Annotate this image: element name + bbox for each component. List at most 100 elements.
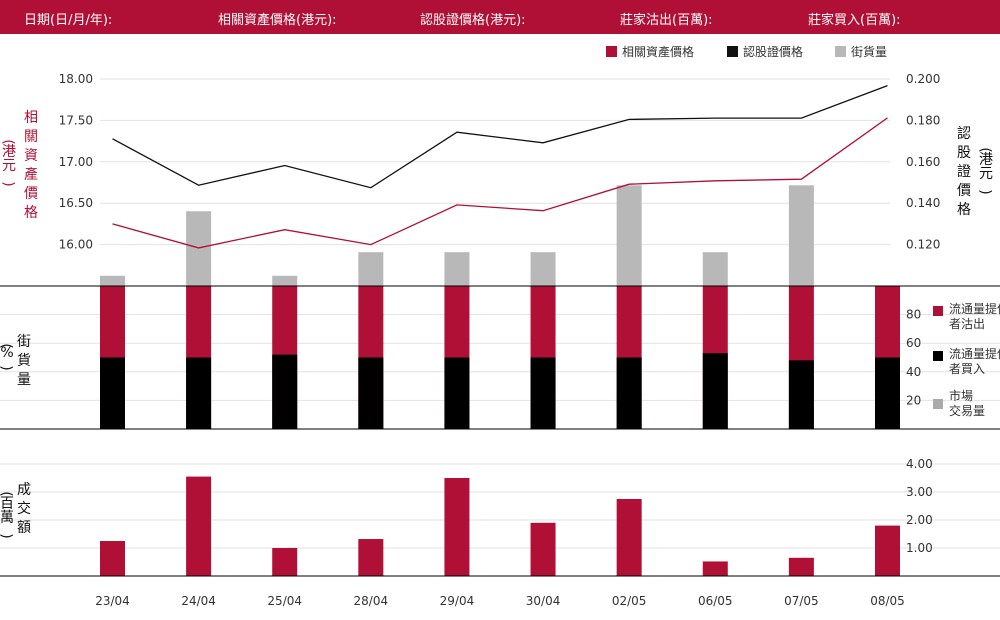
svg-text:流通量提供: 流通量提供 — [949, 301, 1000, 316]
svg-text:額: 額 — [17, 520, 31, 536]
legend-swatch-warrant — [727, 46, 738, 57]
svg-text:): ) — [0, 181, 16, 186]
mm-buy-label: 莊家買入(百萬): — [808, 13, 901, 28]
y-axis-unit-turnover: (百萬) — [0, 491, 14, 538]
outstanding-bar — [444, 252, 470, 286]
svg-text:流通量提供: 流通量提供 — [949, 346, 1000, 361]
y-tick-turnover: 4.00 — [906, 457, 933, 471]
y-axis-title-right-price: 認股證價格 — [957, 126, 971, 218]
mm-buy-bar — [358, 357, 384, 429]
outstanding-bar — [100, 275, 125, 286]
turnover-bar — [272, 548, 298, 576]
outstanding-bar — [272, 275, 298, 286]
outstanding-bar — [530, 252, 556, 286]
svg-text:格: 格 — [24, 205, 38, 221]
x-tick-label: 07/05 — [784, 594, 819, 608]
turnover-bar — [788, 557, 814, 576]
mm-buy-bar — [100, 357, 125, 429]
svg-text:元: 元 — [2, 158, 16, 174]
x-tick-label: 24/04 — [181, 594, 216, 608]
svg-text:市場: 市場 — [949, 388, 973, 403]
svg-text:資: 資 — [24, 148, 38, 164]
svg-text:港: 港 — [979, 152, 993, 168]
y-tick-right-price: 0.120 — [906, 238, 940, 252]
legend-mm-sell: 流通量提供者沽出 — [933, 301, 1000, 331]
svg-text:格: 格 — [957, 202, 971, 218]
svg-text:萬: 萬 — [0, 510, 14, 526]
mm-sell-label: 莊家沽出(百萬): — [620, 13, 713, 28]
percent-legend: 流通量提供者沽出流通量提供者買入市場交易量 — [933, 301, 1000, 418]
svg-text:(: ( — [0, 343, 14, 348]
svg-text:元: 元 — [979, 166, 993, 182]
y-tick-right-price: 0.180 — [906, 113, 940, 127]
x-tick-label: 25/04 — [267, 594, 302, 608]
mm-buy-bar — [874, 357, 900, 429]
turnover-bar — [702, 561, 728, 576]
outstanding-bar — [186, 211, 212, 286]
mm-buy-bar — [616, 357, 642, 429]
x-tick-label: 28/04 — [354, 594, 389, 608]
svg-text:者沽出: 者沽出 — [949, 317, 985, 331]
turnover-bar — [444, 478, 470, 576]
svg-text:): ) — [977, 189, 993, 194]
y-tick-percent: 20 — [906, 393, 921, 407]
x-tick-label: 29/04 — [440, 594, 475, 608]
svg-text:貨: 貨 — [17, 352, 31, 369]
svg-text:): ) — [0, 533, 14, 538]
svg-text:者買入: 者買入 — [949, 362, 985, 376]
svg-text:價: 價 — [957, 182, 971, 199]
legend-swatch-underlying — [606, 46, 617, 57]
info-header-bar: 日期(日/月/年): 相關資產價格(港元): 認股證價格(港元): 莊家沽出(百… — [0, 0, 1000, 34]
svg-text:(: ( — [0, 139, 16, 144]
svg-text:證: 證 — [957, 163, 971, 180]
warrant-price-label: 認股證價格(港元): — [420, 13, 526, 28]
turnover-bar — [874, 525, 900, 576]
mm-buy-bar — [444, 357, 470, 429]
turnover-bar — [186, 476, 212, 576]
mm-buy-bar — [530, 357, 556, 429]
svg-text:產: 產 — [24, 166, 38, 183]
y-axis-unit-right-price: (港元) — [977, 147, 993, 194]
y-tick-right-price: 0.140 — [906, 196, 940, 210]
legend-underlying: 相關資產價格 — [622, 44, 694, 59]
y-tick-left-price: 17.00 — [59, 155, 93, 169]
legend-warrant: 認股證價格 — [743, 44, 803, 59]
svg-text:認: 認 — [957, 126, 971, 142]
price-legend: 相關資產價格 認股證價格 街貨量 — [606, 44, 887, 59]
y-tick-right-price: 0.200 — [906, 72, 940, 86]
y-tick-percent: 60 — [906, 336, 921, 350]
svg-text:價: 價 — [24, 185, 38, 202]
outstanding-bar — [788, 185, 814, 286]
y-tick-turnover: 1.00 — [906, 541, 933, 555]
x-tick-label: 02/05 — [612, 594, 647, 608]
y-tick-left-price: 18.00 — [59, 72, 93, 86]
legend-mm-buy: 流通量提供者買入 — [933, 346, 1000, 376]
date-label: 日期(日/月/年): — [24, 13, 113, 28]
svg-text:交: 交 — [17, 500, 31, 517]
warrant-price-line — [112, 84, 888, 189]
x-tick-label: 06/05 — [698, 594, 733, 608]
svg-text:相: 相 — [24, 110, 38, 126]
svg-text:量: 量 — [17, 372, 31, 388]
outstanding-bar — [702, 252, 728, 286]
mm-buy-bar — [702, 353, 728, 429]
outstanding-bar — [616, 185, 642, 286]
mm-buy-bar — [788, 360, 814, 429]
legend-outstanding: 街貨量 — [851, 44, 887, 59]
y-tick-right-price: 0.160 — [906, 155, 940, 169]
underlying-price-label: 相關資產價格(港元): — [218, 13, 337, 28]
svg-text:街: 街 — [17, 334, 31, 350]
svg-text:百: 百 — [0, 496, 14, 512]
svg-text:%: % — [0, 345, 13, 361]
y-tick-percent: 40 — [906, 365, 921, 379]
outstanding-bar — [358, 252, 384, 286]
svg-text:港: 港 — [2, 144, 16, 160]
x-tick-label: 23/04 — [95, 594, 130, 608]
y-axis-title-left-price: 相關資產價格 — [24, 110, 38, 221]
y-axis-title-turnover: 成交額 — [17, 482, 31, 536]
y-tick-turnover: 2.00 — [906, 513, 933, 527]
x-tick-label: 30/04 — [526, 594, 561, 608]
y-tick-percent: 80 — [906, 308, 921, 322]
